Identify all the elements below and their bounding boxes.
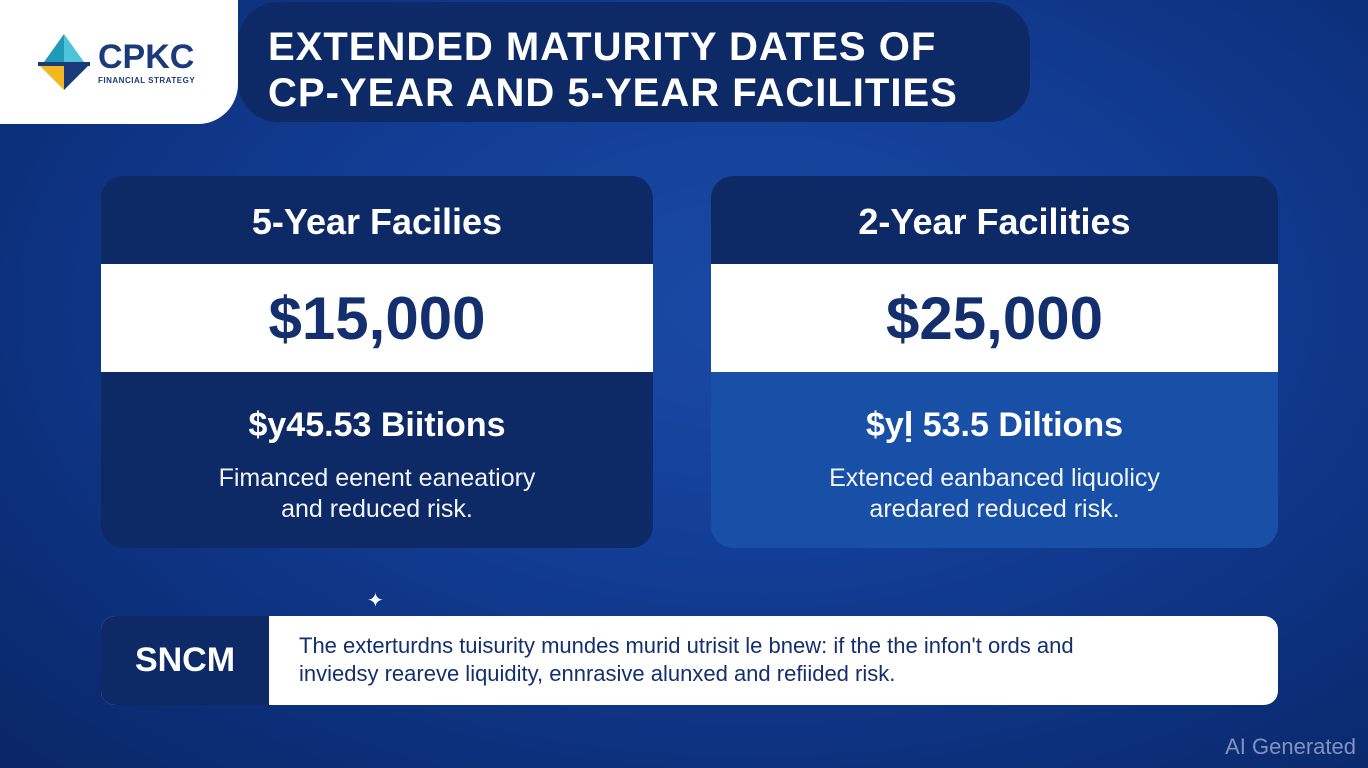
card-description: Extenced eanbanced liquolicy aredared re… (711, 463, 1278, 525)
card-amount: $15,000 (101, 264, 653, 372)
ai-generated-watermark: AI Generated (1225, 734, 1356, 759)
logo-panel: CPKC FINANCIAL STRATEGY (0, 0, 238, 124)
sparkle-icon: ✦ (367, 590, 384, 612)
summary-text: The exterturdns tuisurity mundes murid u… (269, 616, 1278, 705)
five-year-card: 5-Year Facilies $15,000 $y45.53 Biitions… (101, 176, 653, 548)
summary-line-2: inviedsy reareve liquidity, ennrasive al… (299, 661, 896, 686)
card-heading: 2-Year Facilities (711, 176, 1278, 264)
logo-subtitle: FINANCIAL STRATEGY (98, 75, 196, 85)
summary-bar: SNCM The exterturdns tuisurity mundes mu… (101, 616, 1278, 705)
card-value: $y45.53 Biitions (248, 406, 506, 444)
logo-mark-icon (38, 34, 90, 90)
card-amount: $25,000 (711, 264, 1278, 372)
card-desc-line-1: Fimanced eenent eaneatiory (218, 464, 536, 492)
card-desc-line-1: Extenced eanbanced liquolicy (829, 464, 1160, 492)
summary-label: SNCM (101, 616, 269, 705)
two-year-card: 2-Year Facilities $25,000 $yḷ 53.5 Dilti… (711, 176, 1278, 548)
title-line-1: EXTENDED MATURITY DATES OF (268, 25, 937, 69)
card-desc-line-2: and reduced risk. (281, 495, 473, 523)
card-description: Fimanced eenent eaneatiory and reduced r… (101, 463, 653, 525)
card-body: $y45.53 Biitions Fimanced eenent eaneati… (101, 406, 653, 525)
card-desc-line-2: aredared reduced risk. (869, 495, 1120, 523)
title-line-2: CP-YEAR AND 5-YEAR FACILITIES (268, 71, 958, 115)
logo-name: CPKC (98, 37, 195, 76)
card-heading: 5-Year Facilies (251, 201, 503, 242)
summary-line-1: The exterturdns tuisurity mundes murid u… (299, 633, 1074, 658)
card-value: $yḷ 53.5 Diltions (866, 406, 1123, 444)
card-body: $yḷ 53.5 Diltions Extenced eanbanced liq… (711, 406, 1278, 525)
page-title: EXTENDED MATURITY DATES OF CP-YEAR AND 5… (238, 2, 1030, 122)
